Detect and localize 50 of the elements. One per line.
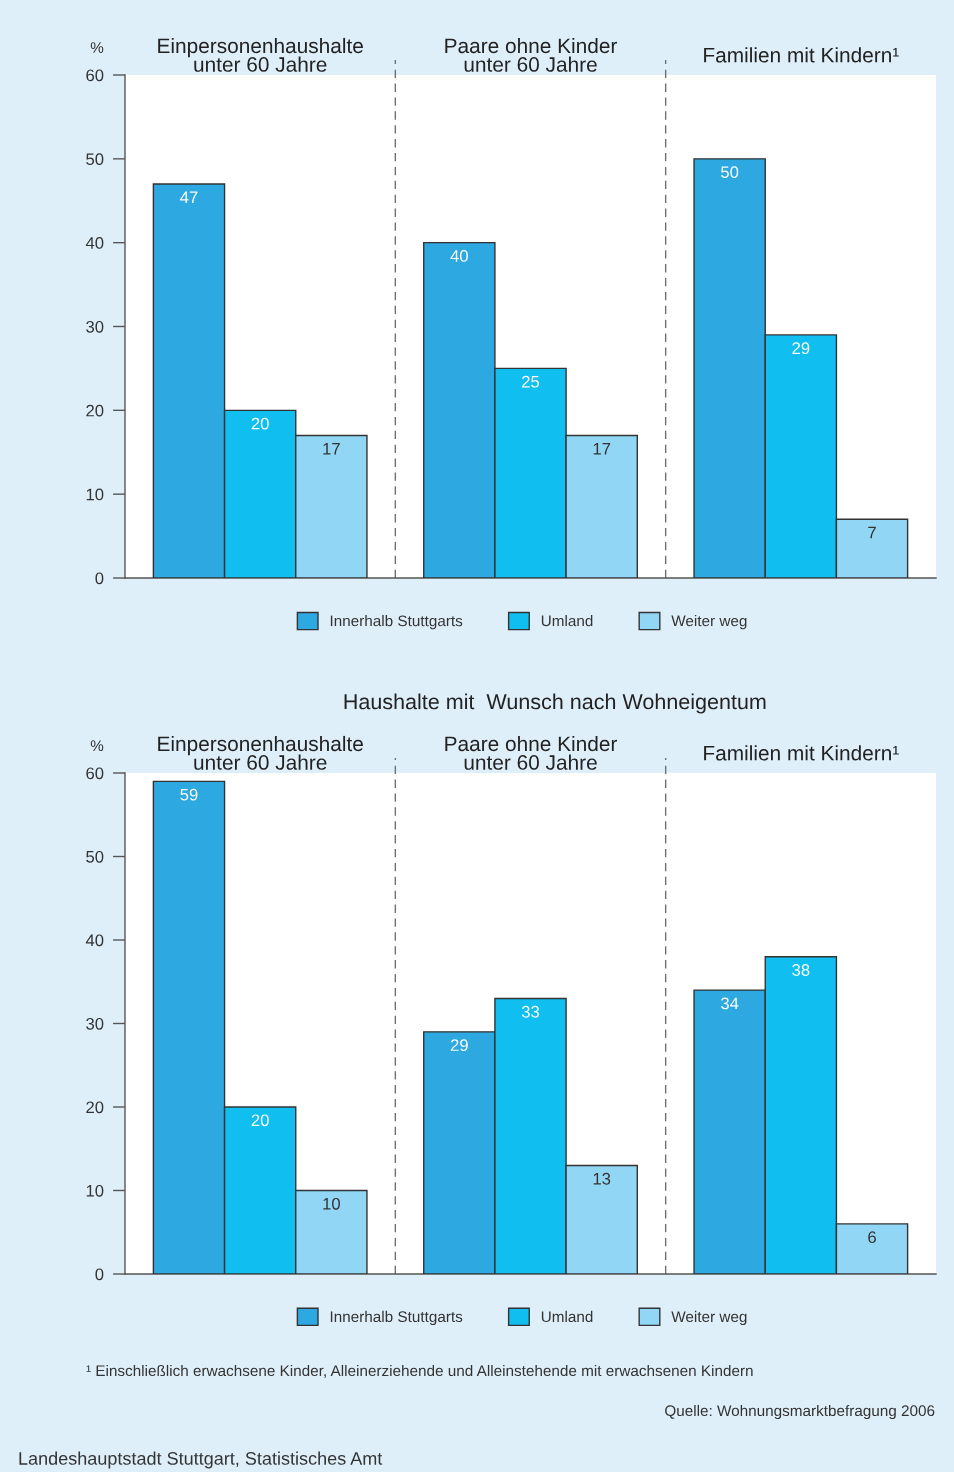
data-label: 34 — [721, 997, 739, 1010]
data-label: 38 — [792, 964, 810, 976]
data-label: 25 — [522, 375, 540, 388]
data-label: 33 — [521, 1005, 540, 1018]
x-tick-label: Familien mit Kindern¹ — [704, 745, 899, 761]
data-label: 13 — [593, 1172, 611, 1185]
legend-label: Weiter weg — [671, 1310, 747, 1326]
x-tick-label: Familien mit Kindern¹ — [704, 47, 899, 63]
y-tick-label: 50 — [86, 153, 104, 166]
data-label: 20 — [251, 417, 269, 430]
legend-label: Innerhalb Stuttgarts — [330, 615, 463, 630]
legend-label: Umland — [541, 1310, 593, 1323]
y-tick-label: 30 — [86, 1017, 104, 1030]
x-tick-label: Einpersonenhaushalte unter 60 Jahre — [158, 735, 363, 770]
x-tick-label: Paare ohne Kinder unter 60 Jahre — [445, 37, 618, 72]
data-label: 50 — [721, 166, 739, 179]
source-note: Quelle: Wohnungsmarktbefragung 2006 — [665, 1404, 935, 1420]
data-label: 17 — [593, 443, 611, 455]
legend-label: Innerhalb Stuttgarts — [330, 1310, 463, 1326]
y-tick-label: 20 — [86, 404, 104, 417]
data-label: 47 — [180, 191, 198, 204]
data-label: 20 — [251, 1114, 269, 1127]
text: Landeshauptstadt Stuttgart, Statistisches Amt — [19, 1451, 383, 1469]
legend-label: Umland — [541, 615, 593, 627]
data-label: 40 — [450, 250, 468, 262]
y-tick-label: 50 — [86, 850, 104, 863]
x-tick-label: Einpersonenhaushalte unter 60 Jahre — [158, 37, 363, 72]
data-label: 7 — [868, 526, 876, 539]
data-label: 29 — [792, 342, 810, 355]
y-tick-label: 0 — [95, 1268, 104, 1281]
chart-title: Haushalte mit Wunsch nach Wohneigentum — [344, 693, 766, 714]
data-label: 29 — [450, 1039, 468, 1052]
y-tick-label: 10 — [86, 488, 104, 501]
data-label: 17 — [323, 443, 340, 455]
y-axis-title: % — [90, 42, 104, 53]
y-tick-label: 30 — [86, 320, 104, 333]
y-tick-label: 0 — [95, 572, 104, 585]
data-label: 59 — [180, 788, 198, 801]
y-tick-label: 60 — [86, 69, 104, 82]
y-tick-label: 40 — [85, 237, 104, 249]
y-axis-title: % — [90, 740, 104, 751]
legend-label: Weiter weg — [671, 615, 747, 630]
text: ¹ Einschließlich erwachsene Kinder, Alleinerziehende und Alleinstehende mit erwachsenen Kindern — [86, 1364, 753, 1378]
y-tick-label: 60 — [86, 767, 104, 780]
x-tick-label: Paare ohne Kinder unter 60 Jahre — [445, 735, 618, 770]
y-tick-label: 40 — [85, 934, 104, 947]
y-tick-label: 20 — [86, 1101, 104, 1114]
y-tick-label: 10 — [86, 1184, 104, 1197]
data-label: 10 — [323, 1197, 340, 1210]
data-label: 6 — [868, 1231, 876, 1244]
